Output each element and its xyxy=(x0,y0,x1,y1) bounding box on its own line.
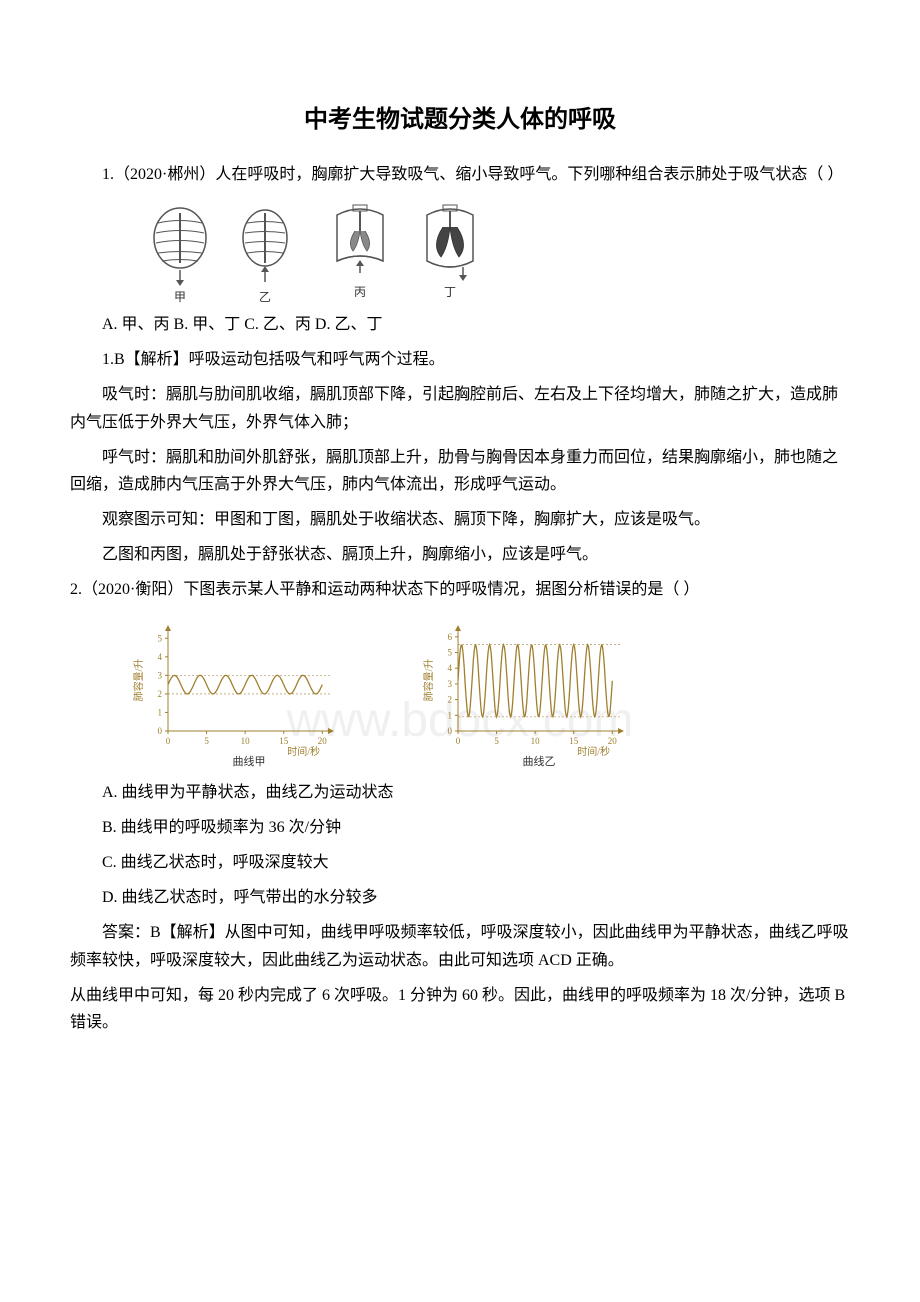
q1-answer-label: 1.B【解析】呼吸运动包括吸气和呼气两个过程。 xyxy=(70,346,850,373)
svg-text:丙: 丙 xyxy=(354,285,366,299)
svg-text:甲: 甲 xyxy=(174,290,186,303)
svg-text:0: 0 xyxy=(166,736,171,746)
svg-text:丁: 丁 xyxy=(444,285,456,299)
svg-text:10: 10 xyxy=(531,736,541,746)
svg-text:0: 0 xyxy=(448,726,453,736)
q1-options: A. 甲、丙 B. 甲、丁 C. 乙、丙 D. 乙、丁 xyxy=(70,311,850,338)
svg-text:3: 3 xyxy=(158,670,163,680)
q2-answer-1: 答案：B【解析】从图中可知，曲线甲呼吸频率较低，呼吸深度较小，因此曲线甲为平静状… xyxy=(70,919,850,973)
svg-text:6: 6 xyxy=(448,632,453,642)
svg-text:5: 5 xyxy=(494,736,499,746)
svg-text:15: 15 xyxy=(569,736,579,746)
svg-text:5: 5 xyxy=(204,736,209,746)
svg-text:4: 4 xyxy=(448,663,453,673)
q2-answer-2: 从曲线甲中可知，每 20 秒内完成了 6 次呼吸。1 分钟为 60 秒。因此，曲… xyxy=(70,982,850,1036)
svg-text:3: 3 xyxy=(448,679,453,689)
svg-text:1: 1 xyxy=(448,710,453,720)
q1-expl-3: 观察图示可知：甲图和丁图，膈肌处于收缩状态、膈顶下降，胸廓扩大，应该是吸气。 xyxy=(70,506,850,533)
svg-text:5: 5 xyxy=(158,633,163,643)
q1-expl-1: 吸气时：膈肌与肋间肌收缩，膈肌顶部下降，引起胸腔前后、左右及上下径均增大，肺随之… xyxy=(70,381,850,435)
svg-text:曲线甲: 曲线甲 xyxy=(233,754,266,768)
q1-stem: 1.（2020·郴州）人在呼吸时，胸廓扩大导致吸气、缩小导致呼气。下列哪种组合表… xyxy=(70,161,850,188)
q1-expl-2: 呼气时：膈肌和肋间外肌舒张，膈肌顶部上升，肋骨与胸骨因本身重力而回位，结果胸廓缩… xyxy=(70,444,850,498)
chart-a: 0 1 2 3 4 5 0 5 10 15 20 肺容量/升时间/秒曲线甲 xyxy=(130,619,340,769)
q2-optC: C. 曲线乙状态时，呼吸深度较大 xyxy=(70,849,850,876)
q2-stem: 2.（2020·衡阳）下图表示某人平静和运动两种状态下的呼吸情况，据图分析错误的… xyxy=(70,576,850,603)
q1-figure: 甲 乙 丙 xyxy=(140,203,850,303)
q2-charts: 0 1 2 3 4 5 0 5 10 15 20 肺容量/升时间/秒曲线甲 0 1 2 3 4 5 6 0 5 10 15… xyxy=(130,619,850,769)
svg-text:2: 2 xyxy=(448,694,453,704)
q1-expl-4: 乙图和丙图，膈肌处于舒张状态、膈顶上升，胸廓缩小，应该是呼气。 xyxy=(70,541,850,568)
q2-optB: B. 曲线甲的呼吸频率为 36 次/分钟 xyxy=(70,814,850,841)
svg-text:0: 0 xyxy=(158,726,163,736)
svg-text:肺容量/升: 肺容量/升 xyxy=(132,658,145,701)
svg-text:15: 15 xyxy=(279,736,289,746)
svg-text:时间/秒: 时间/秒 xyxy=(287,745,320,758)
q2-optD: D. 曲线乙状态时，呼气带出的水分较多 xyxy=(70,884,850,911)
q2-optA: A. 曲线甲为平静状态，曲线乙为运动状态 xyxy=(70,779,850,806)
svg-text:20: 20 xyxy=(318,736,328,746)
svg-text:4: 4 xyxy=(158,651,163,661)
svg-text:乙: 乙 xyxy=(259,290,271,303)
svg-text:2: 2 xyxy=(158,689,163,699)
svg-text:5: 5 xyxy=(448,647,453,657)
svg-text:曲线乙: 曲线乙 xyxy=(523,754,556,768)
svg-text:1: 1 xyxy=(158,707,163,717)
svg-text:0: 0 xyxy=(456,736,461,746)
chart-b: 0 1 2 3 4 5 6 0 5 10 15 20 肺容量/升时间/秒曲线乙 xyxy=(420,619,630,769)
svg-text:肺容量/升: 肺容量/升 xyxy=(422,658,435,701)
page-title: 中考生物试题分类人体的呼吸 xyxy=(70,100,850,141)
svg-text:20: 20 xyxy=(608,736,618,746)
svg-text:时间/秒: 时间/秒 xyxy=(577,745,610,758)
svg-text:10: 10 xyxy=(241,736,251,746)
